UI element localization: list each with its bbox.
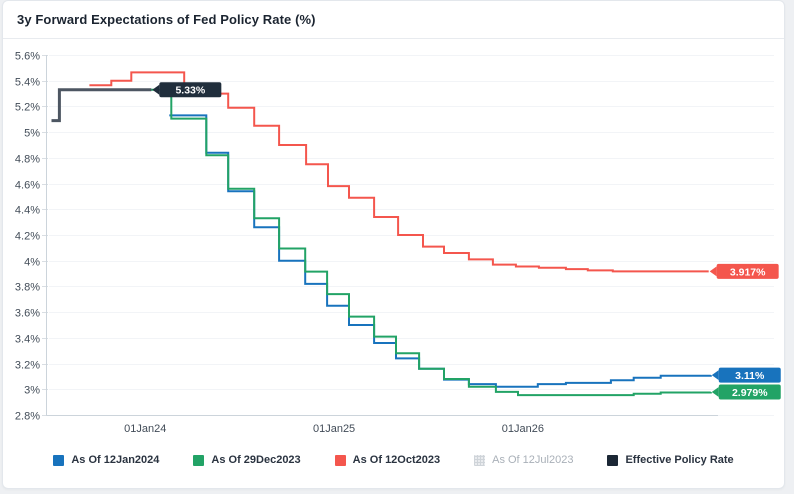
y-axis-label: 3.6%	[15, 308, 40, 320]
legend-swatch-icon	[53, 454, 65, 466]
legend-label: As Of 12Jan2024	[71, 454, 160, 466]
legend-label: Effective Policy Rate	[625, 454, 734, 466]
end-label-as-of-12oct2023: 3.917%	[709, 263, 779, 279]
end-label-box	[718, 384, 781, 400]
y-axis-label: 3.4%	[15, 334, 40, 346]
legend-swatch-icon	[474, 454, 486, 466]
x-axis-label: 01Jan24	[124, 423, 166, 435]
end-label-value: 3.917%	[730, 266, 766, 278]
end-label-value: 5.33%	[175, 85, 205, 97]
series-as-of-29dec2023[interactable]	[132, 88, 712, 397]
series-as-of-12jan2024[interactable]	[169, 114, 712, 388]
end-label-pointer	[152, 84, 160, 95]
legend-item-as-of-12oct2023[interactable]: As Of 12Oct2023	[334, 454, 441, 466]
end-label-pointer	[711, 370, 719, 381]
y-axis-label: 5.2%	[15, 102, 40, 114]
end-label-pointer	[709, 266, 717, 277]
legend-swatch-icon	[193, 454, 205, 466]
y-axis-label: 5%	[24, 128, 40, 140]
chart-area: 5.6% 5.4% 5.2% 5% 4.8% 4.6% 4.4% 4.2% 4% 3.8% 3.6%…	[3, 39, 784, 471]
end-label-pointer	[711, 386, 719, 397]
rate-chart-canvas[interactable]: 5.6% 5.4% 5.2% 5% 4.8% 4.6% 4.4% 4.2% 4% 3.8% 3.6%…	[3, 39, 783, 441]
y-axis-label: 5.6%	[15, 51, 40, 63]
legend-label: As Of 29Dec2023	[211, 454, 301, 466]
x-axis-label: 01Jan26	[502, 423, 544, 435]
chart-title: 3y Forward Expectations of Fed Policy Ra…	[17, 12, 316, 27]
chart-card: 3y Forward Expectations of Fed Policy Ra…	[2, 0, 785, 489]
y-axis-label: 5.4%	[15, 77, 40, 89]
series-as-of-12oct2023[interactable]	[89, 71, 709, 273]
end-label-value: 3.11%	[735, 370, 765, 382]
card-header: 3y Forward Expectations of Fed Policy Ra…	[3, 1, 784, 39]
legend-swatch-icon	[607, 454, 619, 466]
y-axis-label: 4.8%	[15, 154, 40, 166]
end-label-box	[718, 367, 781, 383]
y-axis-label: 2.8%	[15, 411, 40, 423]
y-axis-label: 4.4%	[15, 205, 40, 217]
y-axis-label: 3.2%	[15, 360, 40, 372]
legend-label: As Of 12Oct2023	[352, 454, 441, 466]
y-axis-label: 4.2%	[15, 231, 40, 243]
series-effective-policy-rate[interactable]	[51, 88, 152, 123]
legend: As Of 12Jan2024 As Of 29Dec2023 As Of 12Oc…	[3, 449, 784, 471]
legend-item-as-of-12jan2024[interactable]: As Of 12Jan2024	[53, 454, 159, 466]
legend-item-effective-policy-rate[interactable]: Effective Policy Rate	[607, 454, 734, 466]
y-axis-label: 3%	[24, 385, 40, 397]
y-axis-label: 4.6%	[15, 180, 40, 192]
end-label-box	[716, 263, 779, 279]
end-label-effective-policy-rate: 5.33%	[152, 82, 222, 98]
y-axis-label: 4%	[24, 257, 40, 269]
end-label-as-of-12jan2024: 3.11%	[711, 367, 781, 383]
x-axis-label: 01Jan25	[313, 423, 355, 435]
legend-item-as-of-29dec2023[interactable]: As Of 29Dec2023	[193, 454, 301, 466]
legend-label: As Of 12Jul2023	[492, 454, 574, 466]
y-axis-label: 3.8%	[15, 282, 40, 294]
end-label-as-of-29dec2023: 2.979%	[711, 384, 781, 400]
end-label-value: 2.979%	[732, 387, 768, 399]
legend-swatch-icon	[334, 454, 346, 466]
end-label-box	[159, 82, 222, 98]
legend-item-as-of-12jul2023[interactable]: As Of 12Jul2023	[474, 454, 573, 466]
